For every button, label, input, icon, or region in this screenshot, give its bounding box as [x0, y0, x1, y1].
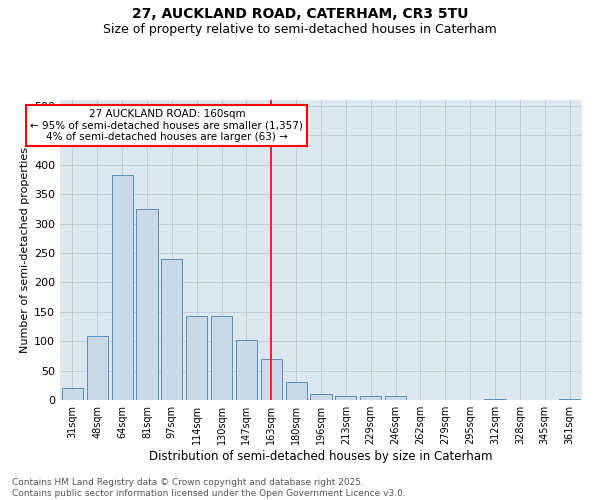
- Y-axis label: Number of semi-detached properties: Number of semi-detached properties: [20, 147, 30, 353]
- Text: 27 AUCKLAND ROAD: 160sqm
← 95% of semi-detached houses are smaller (1,357)
4% of: 27 AUCKLAND ROAD: 160sqm ← 95% of semi-d…: [31, 109, 304, 142]
- Bar: [360, 396, 381, 400]
- Text: Contains HM Land Registry data © Crown copyright and database right 2025.
Contai: Contains HM Land Registry data © Crown c…: [12, 478, 406, 498]
- Bar: [211, 316, 232, 400]
- Bar: [385, 396, 406, 400]
- Bar: [261, 359, 282, 400]
- Bar: [484, 399, 506, 400]
- Bar: [286, 382, 307, 400]
- Bar: [87, 336, 108, 400]
- Bar: [310, 394, 332, 400]
- Bar: [236, 340, 257, 400]
- Text: Size of property relative to semi-detached houses in Caterham: Size of property relative to semi-detach…: [103, 22, 497, 36]
- X-axis label: Distribution of semi-detached houses by size in Caterham: Distribution of semi-detached houses by …: [149, 450, 493, 463]
- Bar: [62, 388, 83, 400]
- Bar: [112, 174, 133, 400]
- Text: 27, AUCKLAND ROAD, CATERHAM, CR3 5TU: 27, AUCKLAND ROAD, CATERHAM, CR3 5TU: [132, 8, 468, 22]
- Bar: [161, 259, 182, 400]
- Bar: [136, 209, 158, 400]
- Bar: [559, 399, 580, 400]
- Bar: [186, 316, 207, 400]
- Bar: [335, 396, 356, 400]
